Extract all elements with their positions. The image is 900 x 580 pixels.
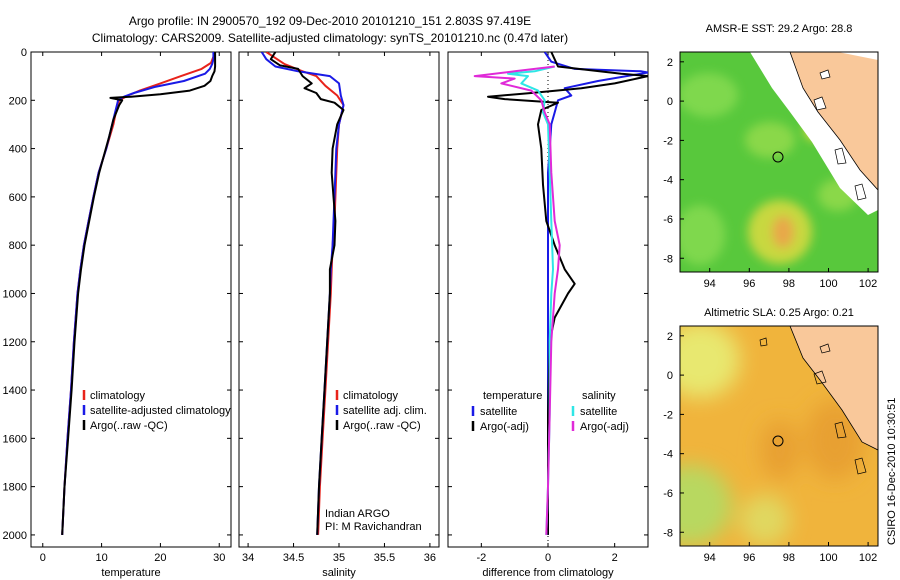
- side-timestamp: CSIRO 16-Dec-2010 10:30:51: [886, 398, 898, 545]
- x-tick-label: 0: [545, 552, 551, 564]
- series-line-salinity-argo-adj: [473, 65, 561, 535]
- series-line-argo-raw-qc: [61, 52, 217, 535]
- y-tick-label: -8: [663, 253, 673, 265]
- y-tick-label: -6: [663, 488, 673, 500]
- x-tick-label: 34.5: [283, 552, 304, 564]
- y-tick-label: -4: [663, 175, 673, 187]
- legend-entry: Argo(-adj): [580, 421, 629, 433]
- x-tick-label: 35.5: [374, 552, 395, 564]
- x-tick-label: 100: [819, 552, 837, 564]
- series-line-climatology: [61, 52, 216, 535]
- legend-entry: satellite adj. clim.: [343, 405, 427, 417]
- x-tick-label: 10: [95, 552, 107, 564]
- x-tick-label: -2: [476, 552, 486, 564]
- x-tick-label: 34: [242, 552, 254, 564]
- difference-panel: -2 0 2 difference from climatology temperatu…: [447, 51, 649, 579]
- x-tick-label: 98: [783, 552, 795, 564]
- series-line-temperature-argo-adj: [487, 52, 648, 535]
- x-tick-label: 36: [424, 552, 436, 564]
- legend-entry: Argo(..raw -QC): [343, 420, 421, 432]
- y-tick-label: 1000: [3, 288, 27, 300]
- x-tick-label: 35: [333, 552, 345, 564]
- x-axis-label: temperature: [101, 567, 160, 579]
- sla-map: Altimetric SLA: 0.25 Argo: 0.21 94 96 98 10…: [663, 307, 879, 564]
- y-tick-label: 0: [667, 96, 673, 108]
- x-tick-label: 98: [783, 278, 795, 290]
- y-tick-label: 400: [9, 144, 27, 156]
- x-tick-label: 2: [612, 552, 618, 564]
- legend-group-title: salinity: [582, 390, 616, 402]
- series-line-salinity-satellite: [507, 65, 555, 535]
- y-tick-label: -8: [663, 527, 673, 539]
- data-credit-annotation: PI: M Ravichandran: [325, 521, 422, 533]
- x-tick-label: 20: [154, 552, 166, 564]
- x-tick-label: 102: [859, 278, 877, 290]
- y-tick-label: 1400: [3, 385, 27, 397]
- y-tick-label: -6: [663, 214, 673, 226]
- legend-group-title: temperature: [483, 390, 542, 402]
- y-tick-label: 200: [9, 95, 27, 107]
- x-tick-label: 94: [704, 278, 716, 290]
- y-tick-label: 2: [667, 57, 673, 69]
- data-credit-annotation: Indian ARGO: [325, 508, 390, 520]
- x-tick-label: 0: [40, 552, 46, 564]
- legend-entry: satellite: [480, 406, 517, 418]
- series-line-satellite-adjusted-climatology: [61, 52, 215, 535]
- argo-location-marker: [772, 151, 784, 163]
- y-tick-label: 600: [9, 192, 27, 204]
- x-tick-label: 102: [859, 552, 877, 564]
- plot-frame: [30, 51, 232, 548]
- y-tick-label: 1200: [3, 337, 27, 349]
- y-tick-label: 1800: [3, 482, 27, 494]
- y-tick-label: 2000: [3, 530, 27, 542]
- sla-map-title: Altimetric SLA: 0.25 Argo: 0.21: [704, 307, 854, 319]
- series-line-argo-raw-qc: [269, 52, 345, 535]
- y-tick-label: 1600: [3, 433, 27, 445]
- x-axis-label: salinity: [322, 567, 356, 579]
- sst-map-title: AMSR-E SST: 29.2 Argo: 28.8: [706, 23, 853, 35]
- y-tick-label: 2: [667, 331, 673, 343]
- temperature-panel: 0 10 20 30 0 200 400 600 800 1000 1200 1400 1600 1800…: [3, 47, 232, 579]
- x-tick-label: 100: [819, 278, 837, 290]
- y-tick-label: 0: [667, 370, 673, 382]
- x-axis-label: difference from climatology: [482, 567, 614, 579]
- legend-entry: satellite-adjusted climatology: [90, 405, 231, 417]
- sumatra-land-shape: [789, 52, 878, 191]
- header-line2: Climatology: CARS2009. Satellite-adjuste…: [92, 31, 568, 45]
- y-tick-label: -2: [663, 135, 673, 147]
- series-line-climatology: [265, 52, 345, 535]
- y-tick-label: -2: [663, 409, 673, 421]
- salinity-panel: 34 34.5 35 35.5 36 salinity climatology satelli…: [238, 51, 440, 579]
- series-line-temperature-satellite: [543, 52, 648, 535]
- y-tick-label: 800: [9, 240, 27, 252]
- x-tick-label: 96: [743, 552, 755, 564]
- sst-map: AMSR-E SST: 29.2 Argo: 28.8 94 96 98 100 102…: [663, 23, 879, 290]
- argo-location-marker: [772, 435, 784, 447]
- y-tick-label: 0: [21, 47, 27, 59]
- x-tick-label: 30: [213, 552, 225, 564]
- legend-entry: satellite: [580, 406, 617, 418]
- legend-entry: climatology: [90, 390, 146, 402]
- legend-entry: climatology: [343, 390, 399, 402]
- x-tick-label: 94: [704, 552, 716, 564]
- y-tick-label: -4: [663, 449, 673, 461]
- legend-entry: Argo(-adj): [480, 421, 529, 433]
- legend-entry: Argo(..raw -QC): [90, 420, 168, 432]
- header-line1: Argo profile: IN 2900570_192 09-Dec-2010…: [129, 14, 531, 28]
- x-tick-label: 96: [743, 278, 755, 290]
- sumatra-land-shape: [789, 326, 878, 451]
